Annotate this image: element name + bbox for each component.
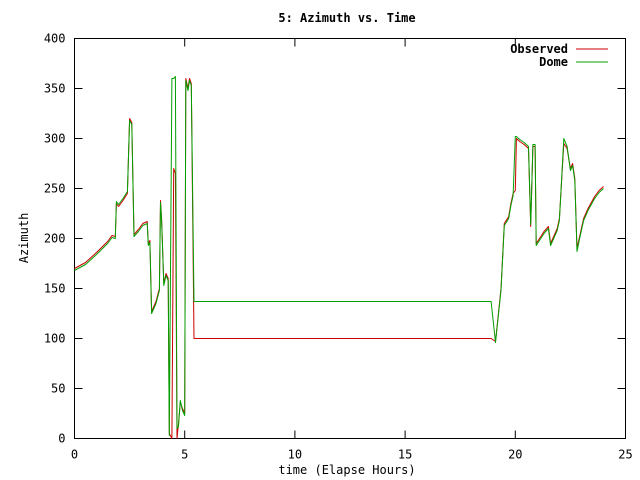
legend-label-dome: Dome (539, 55, 568, 69)
x-tick-label: 0 (71, 448, 78, 462)
x-tick-label: 5 (181, 448, 188, 462)
series-group (74, 76, 604, 439)
y-tick-label: 350 (44, 82, 66, 96)
y-tick-label: 0 (58, 432, 65, 446)
y-tick-label: 300 (44, 132, 66, 146)
legend-label-observed: Observed (510, 42, 568, 56)
x-tick-label: 20 (508, 448, 522, 462)
x-axis-ticks: 0 5 10 15 20 25 (71, 38, 633, 462)
y-tick-label: 150 (44, 282, 66, 296)
y-axis-label: Azimuth (17, 213, 31, 264)
x-tick-label: 25 (618, 448, 632, 462)
y-tick-label: 50 (51, 382, 65, 396)
plot-frame (74, 38, 626, 439)
y-axis-ticks: 0 50 100 150 200 250 300 350 400 (44, 32, 626, 446)
y-tick-label: 200 (44, 232, 66, 246)
y-tick-label: 250 (44, 182, 66, 196)
y-tick-label: 400 (44, 32, 66, 46)
series-line-dome (74, 76, 604, 436)
x-tick-label: 15 (398, 448, 412, 462)
series-line-observed (74, 78, 604, 439)
y-tick-label: 100 (44, 332, 66, 346)
chart-title: 5: Azimuth vs. Time (278, 11, 415, 25)
x-tick-label: 10 (288, 448, 302, 462)
x-axis-label: time (Elapse Hours) (278, 463, 415, 477)
